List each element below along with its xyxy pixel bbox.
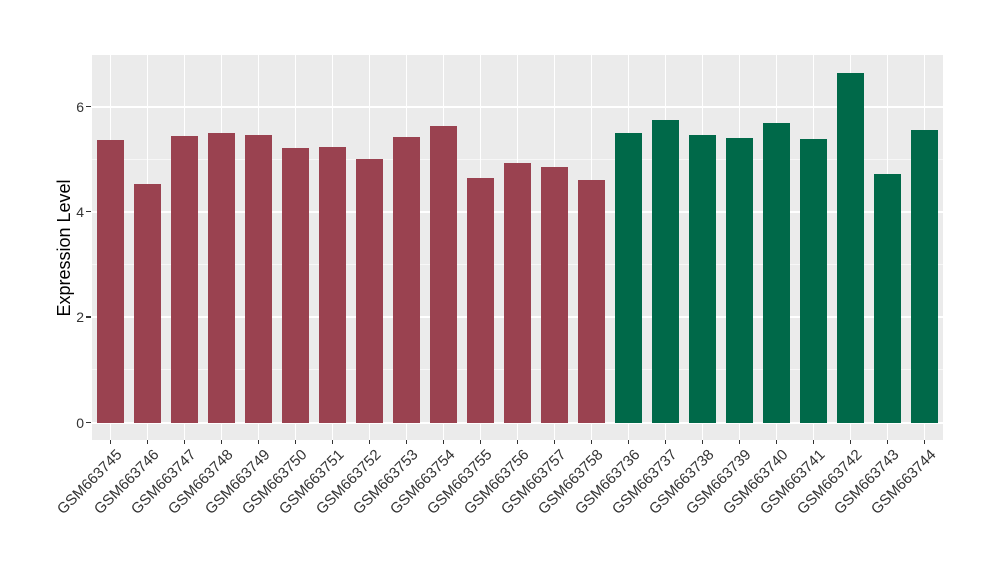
x-tick-mark [183,440,186,444]
x-tick-mark [146,440,149,444]
x-tick-mark [257,440,260,444]
bar [837,72,864,423]
x-tick-mark [331,440,334,444]
x-tick-mark [849,440,852,444]
bar [430,126,457,423]
y-tick-mark [86,105,91,108]
y-tick-label: 6 [76,98,84,115]
plot-panel [92,55,943,440]
x-tick-mark [664,440,667,444]
x-tick-mark [590,440,593,444]
bar [171,135,198,423]
x-tick-mark [294,440,297,444]
bar [504,163,531,423]
bar [245,134,272,423]
x-tick-mark [516,440,519,444]
y-tick-label: 4 [76,203,84,220]
bar [282,148,309,423]
bar [319,146,346,423]
x-tick-mark [442,440,445,444]
bar [467,178,494,423]
bar [689,135,716,423]
bar [874,173,901,423]
y-tick-label: 2 [76,309,84,326]
x-tick-mark [553,440,556,444]
bar [393,136,420,423]
bar [541,166,568,423]
bar [726,137,753,423]
bar [800,138,827,423]
y-tick-mark [86,316,91,318]
y-tick-mark [86,421,91,424]
bar [615,132,642,423]
x-tick-mark [775,440,778,444]
y-axis-title: Expression Level [54,179,74,317]
bar [652,120,679,423]
bar [911,130,938,423]
x-tick-mark [627,440,630,444]
x-tick-mark [109,440,112,444]
bar [97,139,124,423]
x-tick-mark [220,440,223,444]
bar [134,184,161,423]
x-tick-mark [479,440,482,444]
bar [763,123,790,423]
x-tick-mark [368,440,371,444]
x-tick-mark [405,440,408,444]
y-tick-label: 0 [76,414,84,431]
bar [578,180,605,423]
x-tick-mark [701,440,704,444]
x-tick-mark [886,440,889,444]
x-tick-mark [812,440,815,444]
bar [356,159,383,423]
x-tick-mark [923,440,926,444]
y-tick-mark [86,210,91,213]
x-tick-mark [738,440,741,444]
bar [208,132,235,423]
